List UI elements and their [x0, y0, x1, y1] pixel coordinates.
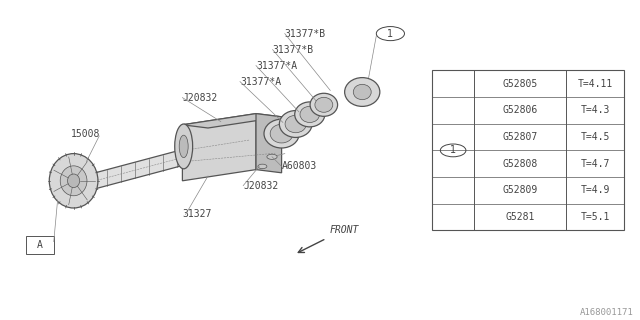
Text: 31377*A: 31377*A	[240, 76, 281, 87]
Ellipse shape	[179, 135, 188, 157]
Polygon shape	[83, 125, 275, 192]
Text: 31377*A: 31377*A	[256, 60, 297, 71]
Ellipse shape	[294, 102, 324, 127]
Ellipse shape	[49, 154, 98, 208]
Text: A60803: A60803	[282, 161, 317, 172]
Ellipse shape	[285, 115, 307, 133]
Text: 15008: 15008	[70, 129, 100, 140]
Ellipse shape	[267, 154, 277, 159]
Ellipse shape	[300, 106, 319, 123]
Text: J20832: J20832	[243, 180, 278, 191]
Text: T=4.9: T=4.9	[580, 185, 610, 196]
Text: 31377*B: 31377*B	[272, 44, 313, 55]
Ellipse shape	[310, 93, 338, 116]
Text: G52809: G52809	[502, 185, 538, 196]
Ellipse shape	[60, 166, 87, 196]
Text: G52806: G52806	[502, 105, 538, 116]
Text: G52808: G52808	[502, 159, 538, 169]
Ellipse shape	[279, 110, 312, 138]
Text: J20832: J20832	[182, 92, 218, 103]
Text: FRONT: FRONT	[330, 225, 359, 235]
Ellipse shape	[258, 164, 267, 169]
Ellipse shape	[175, 124, 193, 169]
Text: T=4.5: T=4.5	[580, 132, 610, 142]
Text: 1: 1	[450, 145, 456, 156]
Ellipse shape	[264, 119, 300, 148]
Text: T=5.1: T=5.1	[580, 212, 610, 222]
Text: T=4.7: T=4.7	[580, 159, 610, 169]
Text: 1: 1	[387, 28, 394, 39]
Polygon shape	[256, 114, 282, 173]
Ellipse shape	[315, 97, 333, 112]
Bar	[26, 236, 54, 254]
Text: 31327: 31327	[182, 209, 212, 220]
Text: G52807: G52807	[502, 132, 538, 142]
Ellipse shape	[270, 124, 293, 143]
Polygon shape	[182, 114, 256, 181]
Text: T=4.11: T=4.11	[577, 79, 613, 89]
Bar	[432, 70, 624, 230]
Ellipse shape	[68, 174, 80, 188]
Polygon shape	[182, 114, 282, 128]
Text: G52805: G52805	[502, 79, 538, 89]
Text: A168001171: A168001171	[580, 308, 634, 317]
Ellipse shape	[353, 84, 371, 100]
Text: G5281: G5281	[506, 212, 535, 222]
Text: A: A	[36, 240, 43, 250]
Text: T=4.3: T=4.3	[580, 105, 610, 116]
Ellipse shape	[344, 77, 380, 106]
Text: 31377*B: 31377*B	[285, 28, 326, 39]
